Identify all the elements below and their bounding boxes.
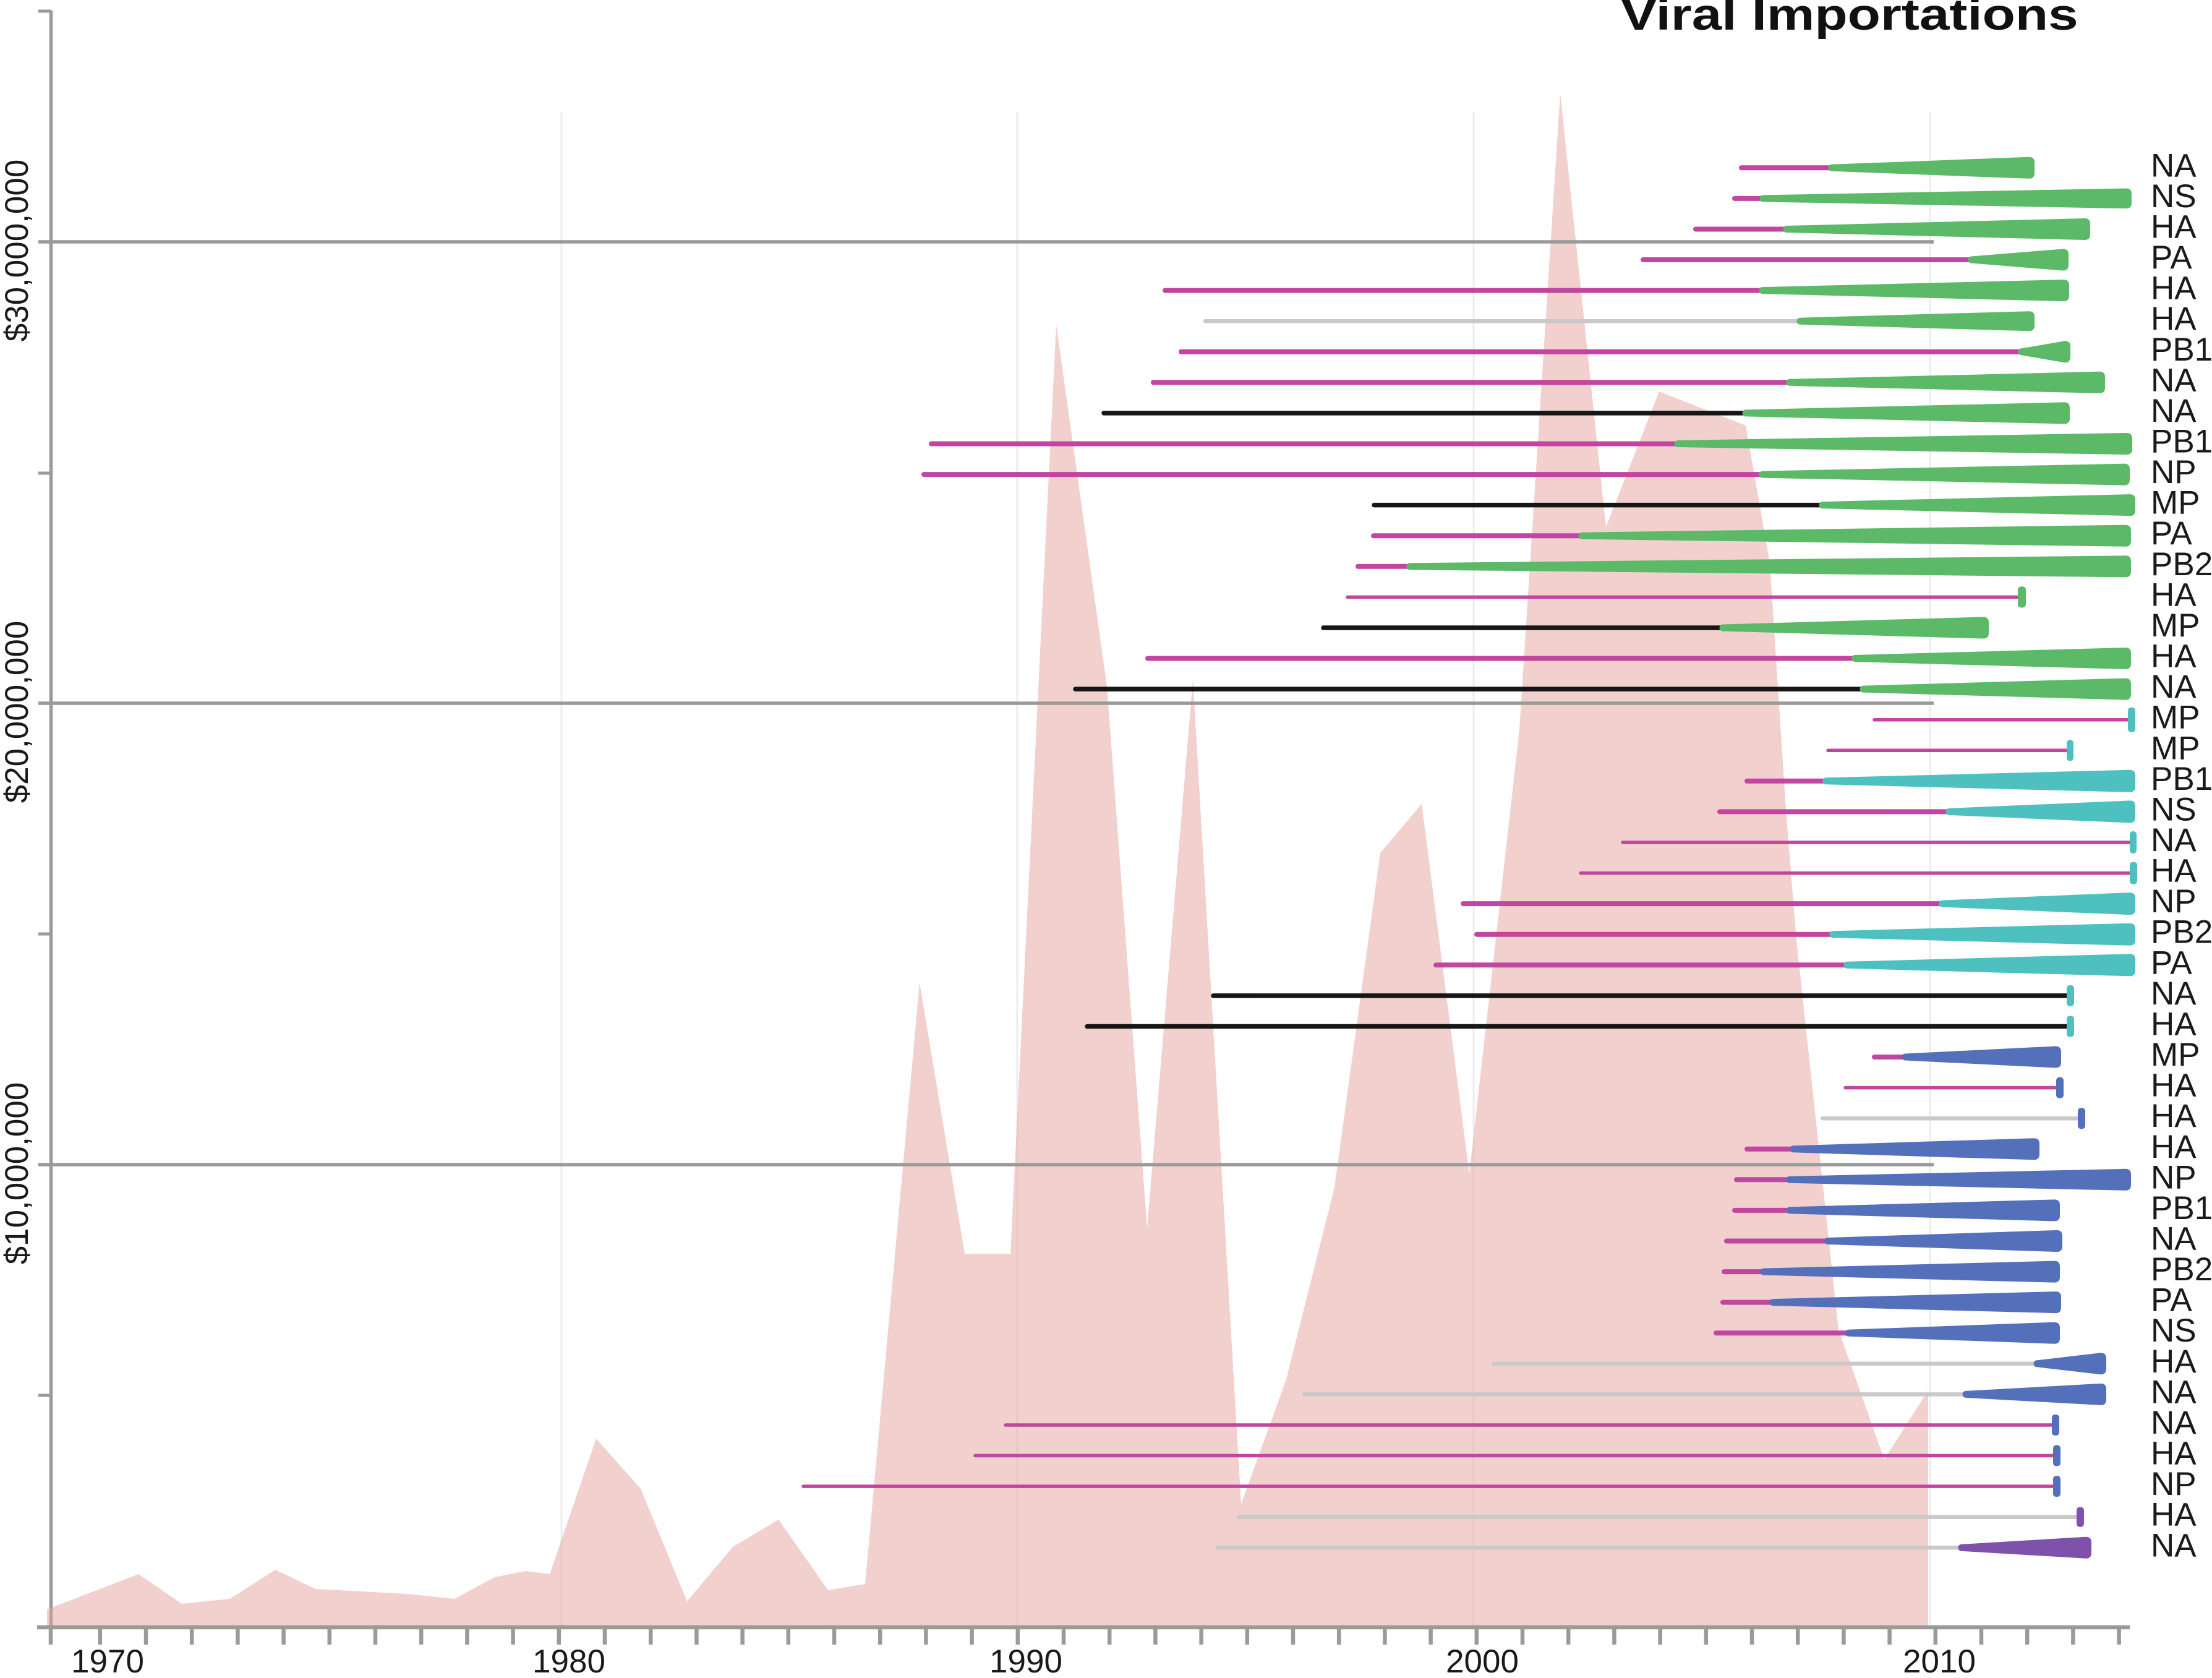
svg-text:MP: MP bbox=[2151, 700, 2200, 736]
svg-text:HA: HA bbox=[2151, 638, 2197, 675]
svg-text:HA: HA bbox=[2151, 576, 2197, 613]
svg-text:PA: PA bbox=[2151, 1282, 2192, 1319]
svg-text:HA: HA bbox=[2151, 1497, 2197, 1533]
svg-text:HA: HA bbox=[2151, 209, 2197, 246]
svg-text:PB1: PB1 bbox=[2151, 1190, 2212, 1226]
svg-text:MP: MP bbox=[2151, 607, 2200, 644]
svg-text:NS: NS bbox=[2151, 791, 2197, 828]
svg-text:PA: PA bbox=[2151, 515, 2192, 552]
svg-text:NA: NA bbox=[2151, 393, 2197, 429]
svg-text:$10,000,000: $10,000,000 bbox=[0, 1082, 35, 1265]
svg-text:NA: NA bbox=[2151, 822, 2197, 858]
svg-text:PB1: PB1 bbox=[2151, 761, 2212, 797]
svg-text:PB2: PB2 bbox=[2151, 1251, 2212, 1288]
svg-text:HA: HA bbox=[2151, 270, 2197, 307]
svg-text:MP: MP bbox=[2151, 1037, 2200, 1073]
svg-text:PA: PA bbox=[2151, 239, 2192, 276]
svg-text:NA: NA bbox=[2151, 1374, 2197, 1410]
svg-text:HA: HA bbox=[2151, 1006, 2197, 1043]
svg-text:NS: NS bbox=[2151, 178, 2197, 215]
svg-text:NP: NP bbox=[2151, 454, 2197, 490]
svg-text:PB2: PB2 bbox=[2151, 914, 2212, 951]
svg-text:Viral Importations: Viral Importations bbox=[1621, 0, 2078, 39]
svg-text:PB2: PB2 bbox=[2151, 546, 2212, 583]
svg-text:HA: HA bbox=[2151, 1129, 2197, 1165]
svg-text:HA: HA bbox=[2151, 853, 2197, 889]
svg-text:NA: NA bbox=[2151, 1405, 2197, 1441]
svg-text:NP: NP bbox=[2151, 883, 2197, 920]
svg-text:NA: NA bbox=[2151, 975, 2197, 1012]
svg-text:NA: NA bbox=[2151, 147, 2197, 184]
svg-text:1980: 1980 bbox=[532, 1643, 605, 1675]
svg-text:$20,000,000: $20,000,000 bbox=[0, 621, 35, 803]
svg-text:2000: 2000 bbox=[1446, 1643, 1519, 1675]
svg-text:NP: NP bbox=[2151, 1159, 2197, 1196]
svg-text:HA: HA bbox=[2151, 1098, 2197, 1134]
svg-text:NA: NA bbox=[2151, 1527, 2197, 1564]
svg-text:$30,000,000: $30,000,000 bbox=[0, 160, 35, 342]
svg-text:NA: NA bbox=[2151, 669, 2197, 705]
svg-text:HA: HA bbox=[2151, 1436, 2197, 1472]
svg-text:MP: MP bbox=[2151, 485, 2200, 521]
svg-text:NA: NA bbox=[2151, 362, 2197, 398]
svg-text:PA: PA bbox=[2151, 944, 2192, 981]
svg-text:HA: HA bbox=[2151, 1343, 2197, 1380]
svg-text:NP: NP bbox=[2151, 1466, 2197, 1502]
svg-text:PB1: PB1 bbox=[2151, 332, 2212, 368]
svg-text:HA: HA bbox=[2151, 1068, 2197, 1104]
svg-text:1990: 1990 bbox=[989, 1643, 1062, 1675]
svg-text:NA: NA bbox=[2151, 1221, 2197, 1257]
svg-text:1970: 1970 bbox=[71, 1643, 144, 1675]
svg-text:HA: HA bbox=[2151, 301, 2197, 337]
svg-text:MP: MP bbox=[2151, 730, 2200, 766]
svg-text:2010: 2010 bbox=[1903, 1643, 1976, 1675]
svg-text:NS: NS bbox=[2151, 1312, 2197, 1349]
svg-text:PB1: PB1 bbox=[2151, 424, 2212, 460]
